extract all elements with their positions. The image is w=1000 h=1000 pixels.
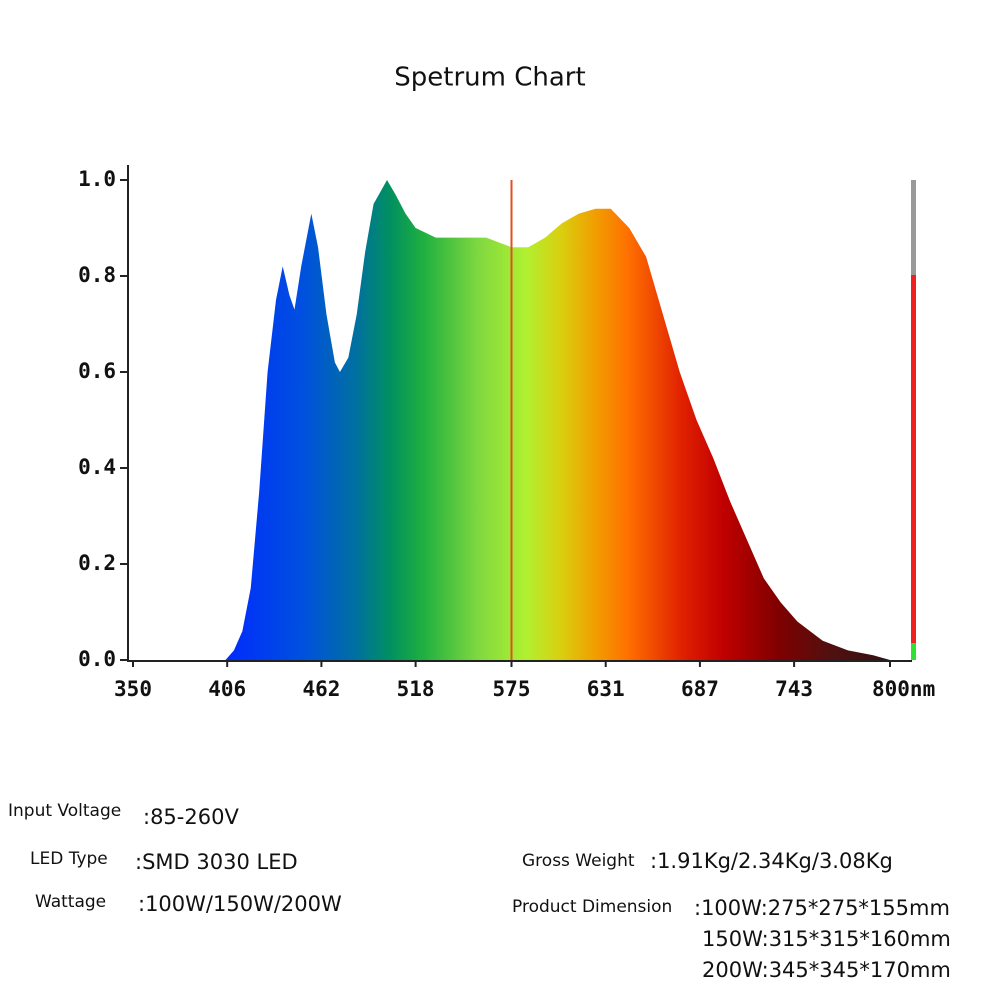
x-tick-label: 406 (208, 677, 246, 701)
spec-value: 150W:315*315*160mm (702, 927, 951, 951)
y-tick-label: 1.0 (78, 167, 116, 191)
side-bar (911, 180, 916, 275)
plot (133, 180, 890, 660)
spec-label: Product Dimension (512, 897, 672, 917)
y-tick-label: 0.2 (78, 551, 116, 575)
spec-label: LED Type (30, 849, 108, 869)
x-tick-label: 743 (775, 677, 813, 701)
side-bar (911, 275, 916, 643)
side-bar (911, 643, 916, 660)
x-tick-label: 687 (681, 677, 719, 701)
y-tick-label: 0.8 (78, 263, 116, 287)
specs: Input Voltage :85-260V LED Type :SMD 303… (8, 801, 951, 982)
x-tick-label: 350 (114, 677, 152, 701)
chart-title: Spetrum Chart (394, 63, 585, 93)
x-tick-label: 518 (397, 677, 435, 701)
spec-label: Wattage (35, 892, 106, 912)
y-tick-label: 0.0 (78, 647, 116, 671)
x-tick-label: 462 (302, 677, 340, 701)
spec-value: :85-260V (143, 805, 239, 829)
x-tick-label: 575 (493, 677, 531, 701)
y-tick-label: 0.4 (78, 455, 116, 479)
spec-value: 200W:345*345*170mm (702, 958, 951, 982)
spec-value: :100W:275*275*155mm (694, 896, 950, 920)
x-tick-label: 631 (587, 677, 625, 701)
spec-value: :SMD 3030 LED (135, 850, 298, 874)
spec-value: :1.91Kg/2.34Kg/3.08Kg (650, 849, 893, 873)
spec-value: :100W/150W/200W (138, 892, 342, 916)
spec-label: Gross Weight (522, 851, 635, 871)
spec-label: Input Voltage (8, 801, 121, 821)
y-tick-label: 0.6 (78, 359, 116, 383)
x-tick-label: 800nm (872, 677, 935, 701)
